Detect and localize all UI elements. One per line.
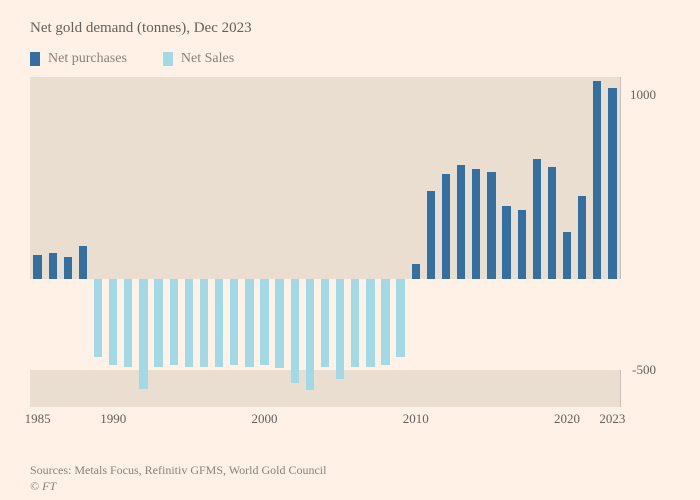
y-axis-line: [620, 370, 621, 407]
bar-1998: [230, 279, 238, 365]
bar-1996: [200, 279, 208, 367]
x-tick-2020: 2020: [554, 407, 580, 427]
bar-1988: [79, 246, 87, 279]
x-tick-2023: 2023: [599, 407, 625, 427]
y-axis-line: [620, 77, 621, 279]
bar-1994: [170, 279, 178, 365]
legend-swatch-sales: [163, 52, 173, 66]
bar-2007: [366, 279, 374, 367]
bar-2004: [321, 279, 329, 367]
bar-2021: [578, 196, 586, 279]
bar-2017: [518, 210, 526, 279]
bar-2001: [275, 279, 283, 369]
legend-item-purchases: Net purchases: [30, 51, 127, 67]
bar-1986: [49, 253, 57, 279]
legend-label-sales: Net Sales: [181, 51, 234, 67]
bar-1992: [139, 279, 147, 389]
bar-2002: [291, 279, 299, 384]
bar-1991: [124, 279, 132, 367]
bar-1989: [94, 279, 102, 358]
bar-2013: [457, 165, 465, 279]
negative-band: [30, 370, 620, 407]
bar-1990: [109, 279, 117, 365]
bar-2000: [260, 279, 268, 365]
bar-2008: [381, 279, 389, 365]
y-tick-label: -500: [632, 362, 656, 378]
legend-swatch-purchases: [30, 52, 40, 66]
y-tick-label: 1000: [630, 87, 656, 103]
bar-2009: [396, 279, 404, 358]
bar-2005: [336, 279, 344, 380]
bar-2006: [351, 279, 359, 367]
bar-2012: [442, 174, 450, 279]
bar-2010: [412, 264, 420, 279]
copyright-text: © FT: [30, 479, 56, 494]
plot-area: 198519902000201020202023 1000-500: [30, 77, 660, 407]
x-axis: 198519902000201020202023: [30, 406, 620, 427]
x-tick-2010: 2010: [403, 407, 429, 427]
legend-label-purchases: Net purchases: [48, 51, 127, 67]
sources-text: Sources: Metals Focus, Refinitiv GFMS, W…: [30, 463, 326, 478]
x-tick-2000: 2000: [251, 407, 277, 427]
bar-2019: [548, 167, 556, 279]
bar-2022: [593, 81, 601, 279]
bar-2003: [306, 279, 314, 391]
legend: Net purchases Net Sales: [30, 51, 670, 67]
bar-2011: [427, 191, 435, 279]
bar-2023: [608, 88, 616, 279]
bar-2018: [533, 159, 541, 279]
bar-1995: [185, 279, 193, 367]
bar-2014: [472, 169, 480, 279]
x-tick-1985: 1985: [25, 407, 51, 427]
bar-1999: [245, 279, 253, 367]
x-tick-1990: 1990: [100, 407, 126, 427]
bar-2020: [563, 232, 571, 279]
positive-band: [30, 77, 620, 279]
bar-1997: [215, 279, 223, 367]
bar-2016: [502, 206, 510, 278]
legend-item-sales: Net Sales: [163, 51, 234, 67]
bar-2015: [487, 172, 495, 278]
bar-1987: [64, 257, 72, 279]
bar-1993: [154, 279, 162, 367]
bar-1985: [33, 255, 41, 279]
chart-container: Net gold demand (tonnes), Dec 2023 Net p…: [0, 0, 700, 500]
chart-title: Net gold demand (tonnes), Dec 2023: [30, 20, 670, 37]
